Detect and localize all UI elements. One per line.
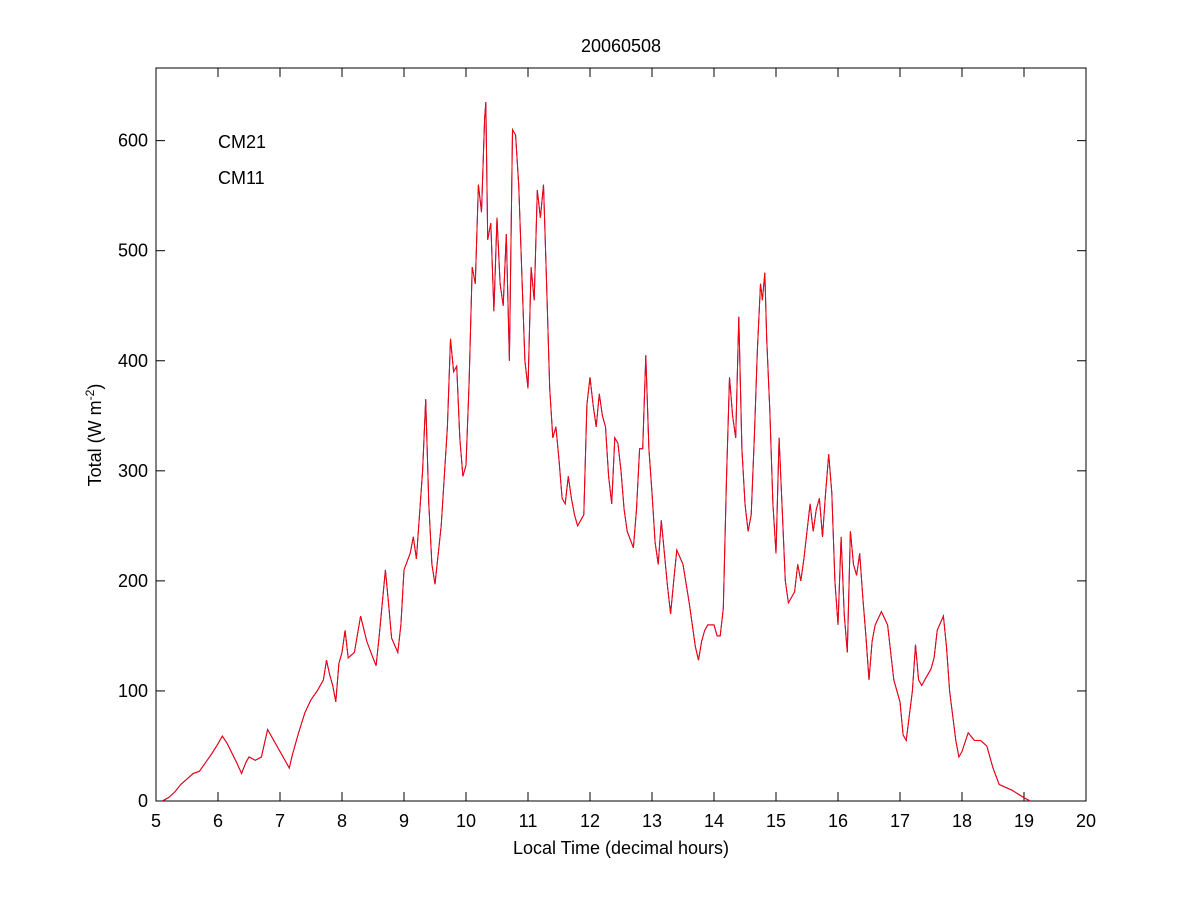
x-tick-label: 10 xyxy=(456,811,476,831)
x-tick-label: 20 xyxy=(1076,811,1096,831)
y-tick-label: 300 xyxy=(118,461,148,481)
y-tick-label: 600 xyxy=(118,131,148,151)
x-axis-label: Local Time (decimal hours) xyxy=(513,838,729,858)
x-tick-label: 7 xyxy=(275,811,285,831)
x-tick-label: 6 xyxy=(213,811,223,831)
y-label-superscript: -2 xyxy=(83,389,97,400)
y-tick-label: 200 xyxy=(118,571,148,591)
y-tick-label: 0 xyxy=(138,791,148,811)
x-tick-label: 5 xyxy=(151,811,161,831)
y-tick-label: 500 xyxy=(118,241,148,261)
y-label-suffix: ) xyxy=(85,384,105,390)
x-tick-label: 19 xyxy=(1014,811,1034,831)
x-tick-label: 12 xyxy=(580,811,600,831)
x-tick-label: 17 xyxy=(890,811,910,831)
x-tick-label: 11 xyxy=(519,811,538,831)
x-tick-label: 18 xyxy=(952,811,972,831)
x-tick-label: 8 xyxy=(337,811,347,831)
y-axis-label: Total (W m-2) xyxy=(83,384,105,487)
y-tick-label: 400 xyxy=(118,351,148,371)
legend-entry: CM21 xyxy=(218,132,266,152)
legend-entry: CM11 xyxy=(218,168,265,188)
y-label-text: Total (W m xyxy=(85,400,105,486)
plot-area xyxy=(155,67,1087,802)
x-tick-label: 14 xyxy=(704,811,724,831)
x-tick-label: 13 xyxy=(642,811,662,831)
x-tick-label: 16 xyxy=(828,811,848,831)
x-tick-label: 15 xyxy=(766,811,786,831)
chart-title: 20060508 xyxy=(581,36,661,56)
y-tick-label: 100 xyxy=(118,681,148,701)
data-line xyxy=(161,102,1031,802)
x-tick-label: 9 xyxy=(399,811,409,831)
